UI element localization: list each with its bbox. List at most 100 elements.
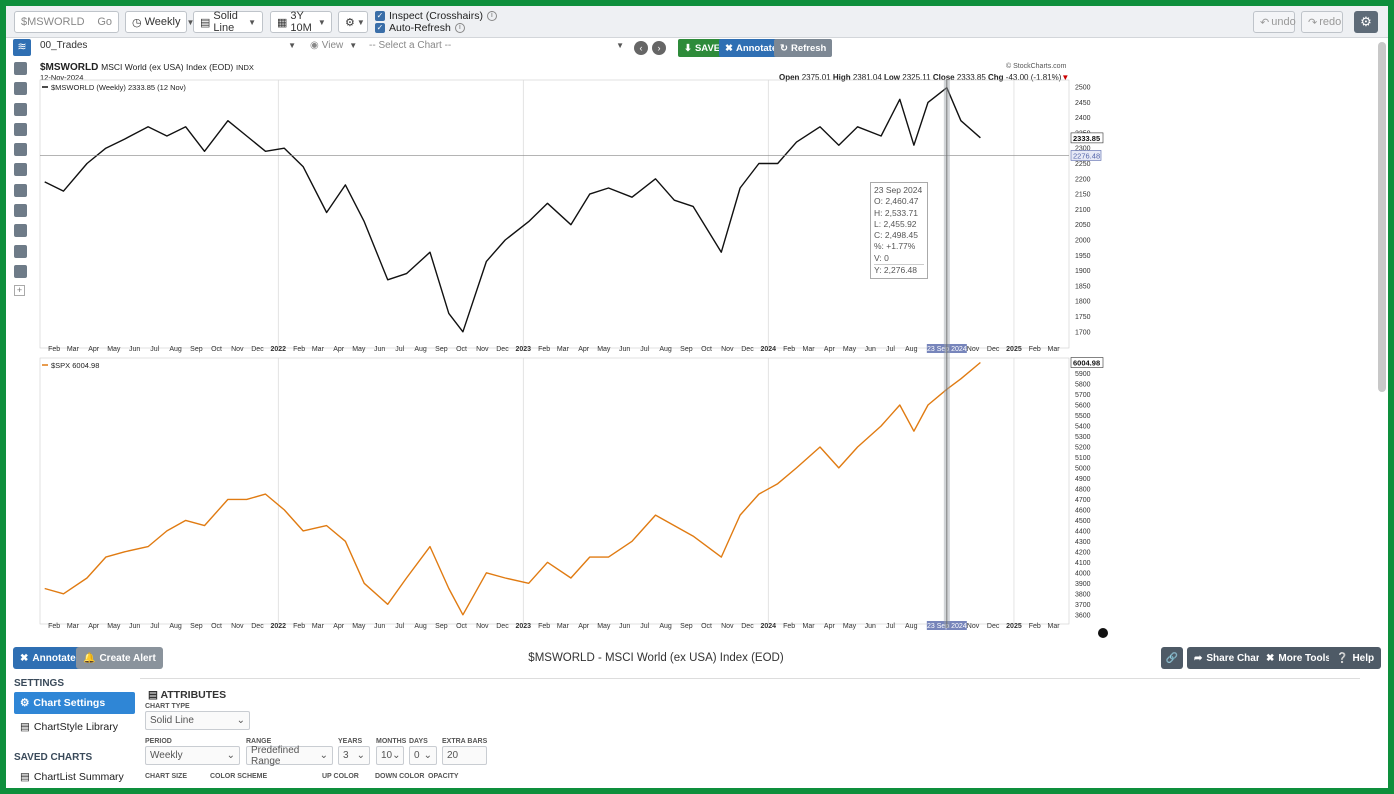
save-button[interactable]: ⬇ SAVE: [678, 39, 727, 57]
create-alert-button[interactable]: 🔔 Create Alert: [76, 647, 163, 669]
sidebar-item-chartstyle-library[interactable]: ▤ ChartStyle Library: [14, 716, 135, 738]
plot-frame: [39, 357, 1070, 625]
refresh-button[interactable]: ↻ Refresh: [774, 39, 833, 57]
symbol-input[interactable]: $MSWORLD Go: [14, 11, 119, 33]
tool-button[interactable]: [14, 62, 27, 75]
y-tick-label: 4200: [1075, 549, 1091, 556]
tool-button[interactable]: [14, 264, 27, 278]
extra-bars-value: 20: [447, 750, 459, 761]
tool-button[interactable]: [14, 102, 27, 116]
tool-button[interactable]: [14, 143, 27, 157]
checkbox-checked-icon[interactable]: ✓: [375, 23, 385, 33]
tool-button[interactable]: [14, 183, 27, 197]
more-tools-button[interactable]: ✖ More Tools: [1259, 647, 1338, 669]
redo-label: redo: [1319, 16, 1342, 28]
chart-type-select[interactable]: Solid Line ⌄: [145, 711, 250, 730]
chevron-down-icon: ▼: [349, 41, 358, 50]
tooltip-open: O: 2,460.47: [874, 196, 919, 207]
days-select[interactable]: 0 ⌄: [409, 746, 437, 765]
redo-button[interactable]: ↷ redo: [1301, 11, 1343, 33]
info-icon[interactable]: i: [486, 11, 497, 21]
go-button[interactable]: Go: [97, 16, 112, 28]
x-tick-label: Nov: [967, 346, 980, 353]
series-line: [44, 361, 981, 616]
chart-type-dropdown-value: Solid Line: [213, 10, 238, 34]
info-icon[interactable]: i: [454, 23, 465, 33]
tooltip-date: 23 Sep 2024: [874, 185, 923, 195]
period-dropdown[interactable]: ◷ Weekly ▼: [125, 11, 194, 33]
days-select-value: 0: [414, 750, 420, 761]
annotate-label: Annotate: [735, 42, 778, 54]
gear-icon: ⚙: [20, 697, 30, 709]
x-tick-label: Jul: [395, 623, 404, 630]
x-tick-label: Dec: [987, 346, 1000, 353]
y-tick-label: 4300: [1075, 539, 1091, 546]
x-tick-label: Dec: [496, 623, 509, 630]
range-select[interactable]: Predefined Range ⌄: [246, 745, 333, 767]
x-tick-label: Apr: [333, 346, 345, 353]
y-tick-label: 4900: [1075, 476, 1091, 483]
refresh-label: Refresh: [790, 42, 827, 54]
high-label: High: [832, 73, 851, 82]
open-label: Open: [779, 73, 800, 82]
tool-button[interactable]: [14, 122, 27, 136]
help-button[interactable]: ❔ Help: [1329, 647, 1382, 669]
price-chart[interactable]: 1700 1750 1800 1850 1900 1950 2000 2050 2100 2150…: [6, 6, 1378, 646]
checkbox-checked-icon[interactable]: ✓: [375, 11, 385, 21]
extra-bars-input[interactable]: 20: [442, 746, 487, 765]
chartlist-dropdown[interactable]: 00_Trades ▼: [40, 40, 296, 51]
tool-button[interactable]: [14, 163, 27, 177]
annotate-button[interactable]: ✖ Annotate: [719, 39, 784, 57]
crosshair-tooltip: 23 Sep 2024 O: 2,460.47 H: 2,533.71 L: 2…: [870, 182, 928, 279]
annotate-footer-button[interactable]: ✖ Annotate: [13, 647, 83, 669]
chart-type-dropdown[interactable]: ▤ Solid Line ▼: [193, 10, 263, 34]
inspect-checkbox[interactable]: ✓ Inspect (Crosshairs) i: [375, 10, 497, 22]
chevron-down-icon: ⌄: [356, 750, 365, 761]
years-select[interactable]: 3 ⌄: [338, 746, 370, 765]
x-tick-label: May: [597, 623, 611, 630]
period-label: PERIOD: [145, 738, 172, 745]
chart-icon[interactable]: ≋: [13, 39, 31, 56]
gear-icon[interactable]: ⚙: [1354, 11, 1378, 33]
chevron-down-icon: ⌄: [236, 715, 245, 726]
share-chart-button[interactable]: ➦ Share Chart: [1187, 647, 1271, 669]
months-select[interactable]: 10 ⌄: [376, 746, 404, 765]
undo-button[interactable]: ↶ undo: [1253, 11, 1296, 33]
select-chart-dropdown[interactable]: -- Select a Chart -- ▼: [369, 40, 624, 51]
refresh-icon: ↻: [780, 42, 788, 54]
create-alert-label: Create Alert: [99, 652, 156, 664]
x-tick-label: Apr: [824, 346, 836, 353]
range-dropdown[interactable]: ▦ 3Y 10M ▼: [270, 10, 332, 34]
chart-controls-bar: ≋ 00_Trades ▼ ◉ View ▼ -- Select a Chart…: [6, 38, 1378, 58]
library-icon: ▤: [20, 721, 30, 733]
y-tick-label: 4600: [1075, 507, 1091, 514]
next-chart-icon[interactable]: ›: [652, 41, 666, 55]
x-tick-label: Oct: [211, 623, 222, 630]
sidebar-item-chartlist-summary[interactable]: ▤ ChartList Summary: [14, 766, 135, 788]
vertical-scrollbar[interactable]: [1378, 42, 1386, 392]
x-tick-label: Aug: [905, 346, 918, 353]
period-dropdown-value: Weekly: [144, 16, 181, 28]
y-tick-label: 2000: [1075, 238, 1091, 245]
period-select[interactable]: Weekly ⌄: [145, 746, 240, 765]
add-tool-icon[interactable]: +: [14, 285, 25, 297]
down-color-label: DOWN COLOR: [375, 773, 425, 780]
months-select-value: 10: [381, 750, 393, 761]
tool-button[interactable]: [14, 82, 27, 96]
link-button[interactable]: 🔗: [1161, 647, 1183, 669]
y-tick-label: 3800: [1075, 591, 1091, 598]
sidebar-item-chart-settings[interactable]: ⚙ Chart Settings: [14, 692, 135, 714]
x-tick-label: Feb: [783, 346, 795, 353]
view-dropdown[interactable]: ◉ View ▼: [310, 40, 362, 51]
symbol-input-value[interactable]: $MSWORLD: [21, 16, 85, 28]
chart-name: MSCI World (ex USA) Index (EOD): [101, 62, 234, 72]
x-tick-label: Jun: [129, 623, 140, 630]
settings-gear-dropdown[interactable]: ⚙ ▼: [338, 11, 368, 33]
x-tick-label: Jul: [395, 346, 404, 353]
tool-button[interactable]: [14, 204, 27, 218]
tool-button[interactable]: [14, 244, 27, 258]
tool-button[interactable]: [14, 224, 27, 238]
prev-chart-icon[interactable]: ‹: [634, 41, 648, 55]
autorefresh-checkbox[interactable]: ✓ Auto-Refresh i: [375, 22, 465, 34]
y-tick-label: 3900: [1075, 581, 1091, 588]
